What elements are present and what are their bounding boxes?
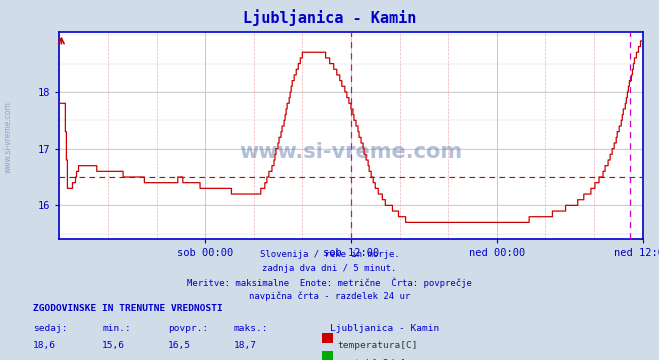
Text: Ljubljanica - Kamin: Ljubljanica - Kamin [330, 324, 439, 333]
Text: -nan: -nan [234, 359, 257, 360]
Text: min.:: min.: [102, 324, 131, 333]
Text: 18,7: 18,7 [234, 341, 257, 350]
Text: -nan: -nan [168, 359, 191, 360]
Text: povpr.:: povpr.: [168, 324, 208, 333]
Text: Ljubljanica - Kamin: Ljubljanica - Kamin [243, 9, 416, 26]
Text: www.si-vreme.com: www.si-vreme.com [4, 101, 13, 173]
Text: temperatura[C]: temperatura[C] [337, 341, 418, 350]
Text: maks.:: maks.: [234, 324, 268, 333]
Text: sedaj:: sedaj: [33, 324, 67, 333]
Text: 18,6: 18,6 [33, 341, 56, 350]
Text: -nan: -nan [102, 359, 125, 360]
Text: zadnja dva dni / 5 minut.: zadnja dva dni / 5 minut. [262, 264, 397, 273]
Text: www.si-vreme.com: www.si-vreme.com [239, 143, 463, 162]
Text: -nan: -nan [33, 359, 56, 360]
Text: Meritve: maksimalne  Enote: metrične  Črta: povprečje: Meritve: maksimalne Enote: metrične Črta… [187, 278, 472, 288]
Text: pretok[m3/s]: pretok[m3/s] [337, 359, 407, 360]
Text: navpična črta - razdelek 24 ur: navpična črta - razdelek 24 ur [249, 291, 410, 301]
Text: ZGODOVINSKE IN TRENUTNE VREDNOSTI: ZGODOVINSKE IN TRENUTNE VREDNOSTI [33, 304, 223, 313]
Text: Slovenija / reke in morje.: Slovenija / reke in morje. [260, 250, 399, 259]
Text: 16,5: 16,5 [168, 341, 191, 350]
Text: 15,6: 15,6 [102, 341, 125, 350]
